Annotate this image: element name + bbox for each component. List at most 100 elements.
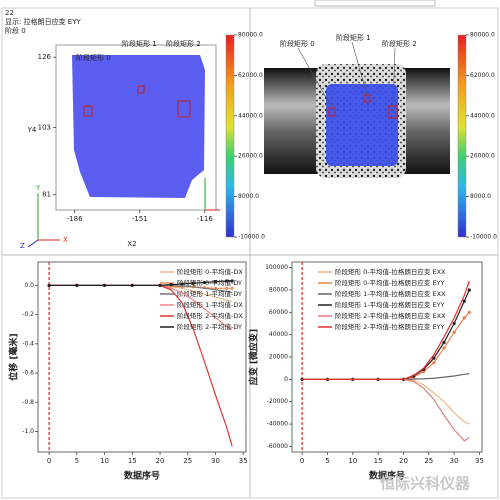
series-point xyxy=(47,283,51,287)
y-label: 位移 [毫米] xyxy=(8,333,20,380)
axis-letter: X xyxy=(63,236,68,244)
legend-label: 阶段矩形 0-平均值-DX xyxy=(177,267,243,276)
y-tick-label: 40000 xyxy=(269,331,288,338)
legend-label: 阶段矩形 1-平均值-拉格朗日应变 EXX xyxy=(335,289,446,298)
x-tick-label: -186 xyxy=(67,215,83,223)
x-tick-label: 5 xyxy=(75,457,79,465)
x-tick-label: 25 xyxy=(424,457,433,465)
x-tick-label: 20 xyxy=(156,457,165,465)
y-tick-label: -20000 xyxy=(267,398,288,405)
colorbar-tick-label: 80000.0 xyxy=(470,32,495,39)
series-point xyxy=(75,283,79,287)
legend-label: 阶段矩形 2-平均值-DY xyxy=(177,322,242,331)
series-point xyxy=(130,283,134,287)
rect-label: 阶段矩形 2 xyxy=(166,39,201,48)
watermark: 恒际兴科仪器 xyxy=(380,475,471,493)
y-tick-label: -60000 xyxy=(267,443,288,450)
colorbar-tick-label: 44000.0 xyxy=(238,112,263,119)
legend-label: 阶段矩形 0-平均值-拉格朗日应变 EXX xyxy=(335,267,446,276)
series-point xyxy=(224,279,229,283)
y-tick-label: 81 xyxy=(42,191,51,199)
x-tick-label: -151 xyxy=(132,215,148,223)
axis-triad xyxy=(27,178,220,248)
legend-label: 阶段矩形 2-平均值-DX xyxy=(177,311,243,320)
y-tick-label: 100000 xyxy=(265,264,288,271)
series-point xyxy=(224,286,229,290)
rect-label: 阶段矩形 1 xyxy=(122,39,157,48)
legend-label: 阶段矩形 1-平均值-DX xyxy=(177,300,243,309)
series-line xyxy=(49,280,233,286)
strain-field xyxy=(72,55,205,198)
series-point xyxy=(191,281,195,285)
display-mode: 显示: 拉格朗日应变 EYY xyxy=(5,17,82,26)
colorbar-tick-label: 8000.0 xyxy=(470,193,491,200)
colorbar-tick-label: 80000.0 xyxy=(238,32,263,39)
y-tick-label: 0 xyxy=(284,376,288,383)
y-tick-label: 80000 xyxy=(269,286,288,293)
colorbar-tick-label: 26000.0 xyxy=(238,153,263,160)
frame xyxy=(1,7,499,499)
strain-overlay xyxy=(326,84,398,166)
legend-label: 阶段矩形 0-平均值-拉格朗日应变 EYY xyxy=(335,278,445,287)
x-tick-label: 15 xyxy=(374,457,383,465)
series-point xyxy=(452,321,456,326)
series-point xyxy=(230,286,234,290)
stage: 阶段 0 xyxy=(5,26,26,35)
colorbar-tick-label: -10000.0 xyxy=(470,234,497,241)
stage-rect xyxy=(137,85,145,94)
series-point xyxy=(169,283,173,287)
colorbar-tick-label: 26000.0 xyxy=(470,153,495,160)
y-tick-label: 20000 xyxy=(269,354,288,361)
x-tick-label: 0 xyxy=(47,457,51,465)
colorbar xyxy=(457,34,467,238)
series-point xyxy=(213,280,218,284)
x-tick-label: 35 xyxy=(239,457,248,465)
x-tick-label: 5 xyxy=(325,457,329,465)
y-label: Y4 xyxy=(27,126,37,134)
rect-label: 阶段矩形 1 xyxy=(336,33,371,42)
x-tick-label: 10 xyxy=(348,457,357,465)
series-point xyxy=(462,316,466,320)
legend-label: 阶段矩形 2-平均值-拉格朗日应变 EYY xyxy=(335,322,445,331)
legend-label: 阶段矩形 1-平均值-拉格朗日应变 EYY xyxy=(335,300,445,309)
y-tick-label: 60000 xyxy=(269,309,288,316)
y-tick-label: 0.0 xyxy=(24,282,34,289)
series-point xyxy=(467,310,471,314)
series-point xyxy=(462,299,466,303)
x-tick-label: 25 xyxy=(183,457,192,465)
y-tick-label: -0.6 xyxy=(22,370,34,377)
stage-rect xyxy=(83,105,93,117)
series-point xyxy=(180,282,184,286)
axis-letter: Z xyxy=(20,242,25,250)
toolbar-edge xyxy=(314,0,436,7)
series-point xyxy=(452,330,456,335)
x-tick-label: 35 xyxy=(475,457,484,465)
series-point xyxy=(432,360,436,365)
y-tick-label: -0.2 xyxy=(22,311,34,318)
rect-label: 阶段矩形 0 xyxy=(76,53,111,62)
x-tick-label: 20 xyxy=(399,457,408,465)
colorbar-tick-label: 44000.0 xyxy=(470,112,495,119)
leader xyxy=(351,41,368,96)
y-label: 应变 [微应变] xyxy=(248,329,260,385)
y-tick-label: 126 xyxy=(38,53,52,61)
series-point xyxy=(432,356,436,360)
series-point xyxy=(158,283,162,287)
leader xyxy=(297,47,333,109)
y-tick-label: 103 xyxy=(38,124,51,132)
x-label: X2 xyxy=(127,240,136,248)
rect-label: 阶段矩形 0 xyxy=(280,39,315,48)
axis-letter: Y xyxy=(35,184,41,192)
series-point xyxy=(422,369,426,374)
y-tick-label: -1.0 xyxy=(22,428,34,435)
y-tick-label: -0.8 xyxy=(22,399,34,406)
y-tick-label: -40000 xyxy=(267,421,288,428)
x-tick-label: 0 xyxy=(300,457,304,465)
colorbar-tick-label: -10000.0 xyxy=(238,234,265,241)
x-tick-label: -116 xyxy=(197,215,213,223)
series-line xyxy=(302,280,470,380)
series-point xyxy=(467,288,471,292)
series-point xyxy=(102,283,107,287)
plot-area xyxy=(37,261,247,453)
